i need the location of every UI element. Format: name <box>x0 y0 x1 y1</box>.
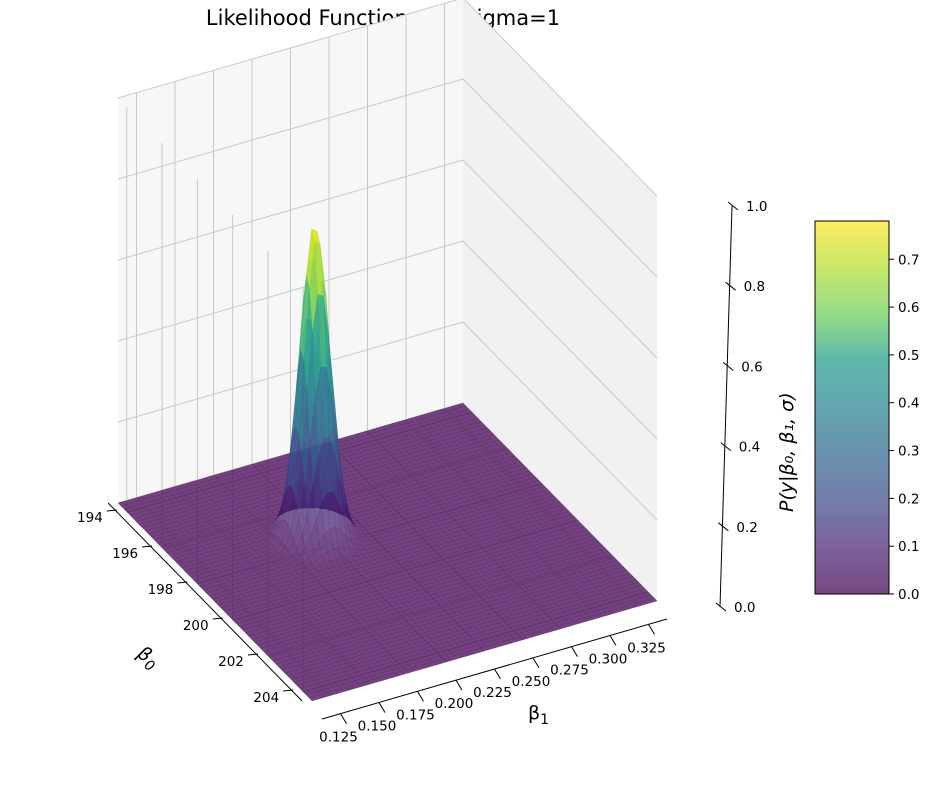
pane-back-right <box>463 0 657 601</box>
colorbar-tick-label: 0.1 <box>898 539 919 555</box>
y-tick-label: 0.325 <box>627 640 666 656</box>
likelihood-surface <box>117 228 658 702</box>
colorbar-tick-label: 0.0 <box>898 587 919 603</box>
colorbar: 0.0 0.1 0.2 0.3 0.4 0.5 0.6 0.7 <box>814 220 919 603</box>
colorbar-gradient <box>814 220 890 595</box>
y-tick-label: 0.275 <box>550 663 589 679</box>
x-tick-label: 204 <box>253 690 279 706</box>
z-tick-label: 0.4 <box>739 440 760 456</box>
x-axis-label: β0 <box>130 641 163 675</box>
y-tick-label: 0.150 <box>358 718 397 734</box>
colorbar-tick-label: 0.2 <box>898 491 919 507</box>
x-tick-label: 200 <box>183 618 209 634</box>
y-tick-mark <box>494 668 501 680</box>
colorbar-tick-label: 0.4 <box>898 396 919 412</box>
y-tick-mark <box>571 646 578 657</box>
y-tick-mark <box>417 691 424 702</box>
colorbar-tick-label: 0.3 <box>898 444 919 460</box>
y-tick-mark <box>340 713 347 724</box>
y-tick-mark <box>609 635 617 646</box>
y-tick-mark <box>648 624 655 635</box>
z-tick-mark <box>720 442 732 451</box>
y-tick-label: 0.125 <box>319 730 358 746</box>
z-tick-label: 1.0 <box>746 199 767 215</box>
z-tick-mark <box>715 602 727 612</box>
y-tick-mark <box>378 702 386 713</box>
z-tick-mark <box>725 281 736 291</box>
x-tick-label: 198 <box>148 582 174 598</box>
y-tick-label: 0.300 <box>589 652 628 668</box>
z-tick-mark <box>718 522 729 532</box>
z-tick-mark <box>727 201 739 211</box>
z-tick-label: 0.2 <box>736 520 757 536</box>
y-tick-label: 0.175 <box>396 707 435 723</box>
colorbar-tick-label: 0.7 <box>898 252 919 268</box>
colorbar-tick-label: 0.5 <box>898 348 919 364</box>
y-tick-mark <box>455 679 463 691</box>
z-tick-label: 0.0 <box>734 600 755 616</box>
colorbar-tick-label: 0.6 <box>898 300 919 316</box>
y-axis-label: β1 <box>528 702 549 728</box>
z-tick-mark <box>722 362 734 371</box>
x-tick-label: 202 <box>218 654 244 670</box>
x-tick-label: 194 <box>77 510 103 526</box>
z-tick-label: 0.8 <box>744 279 765 295</box>
z-axis-line <box>719 205 733 608</box>
x-tick-label: 196 <box>112 546 138 562</box>
y-tick-label: 0.250 <box>512 674 551 690</box>
y-tick-mark <box>532 657 540 669</box>
y-tick-label: 0.225 <box>473 685 512 701</box>
y-tick-label: 0.200 <box>435 696 474 712</box>
z-tick-label: 0.6 <box>741 359 762 375</box>
z-axis-label: P(y|β₀, β₁, σ) <box>776 392 798 512</box>
